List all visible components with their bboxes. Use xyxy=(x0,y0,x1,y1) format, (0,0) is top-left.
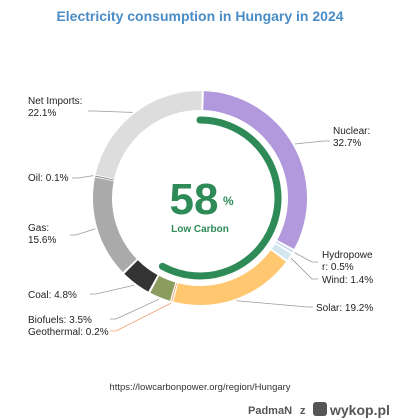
leader-net-imports xyxy=(88,110,133,113)
watermark: PadmaN z wykop.pl xyxy=(248,402,390,418)
label-gas: 15.6% xyxy=(28,235,56,246)
center-readout: 58 % Low Carbon xyxy=(170,175,234,235)
label-hydropower: Hydropowe xyxy=(322,250,373,261)
label-oil: Oil: 0.1% xyxy=(28,173,69,184)
slice-hydropower xyxy=(275,241,293,252)
slice-biofuels xyxy=(150,275,176,301)
low-carbon-unit: % xyxy=(223,194,234,208)
slice-coal xyxy=(124,260,158,292)
leader-biofuels xyxy=(110,298,160,320)
slice-geothermal xyxy=(171,282,178,302)
leader-wind xyxy=(290,257,318,280)
low-carbon-ring xyxy=(158,116,282,280)
low-carbon-value: 58 xyxy=(170,175,219,224)
label-hydropower: r: 0.5% xyxy=(322,262,354,273)
wykop-logo-icon xyxy=(313,402,327,416)
label-solar: Solar: 19.2% xyxy=(316,303,373,314)
label-net-imports: Net Imports: xyxy=(28,96,82,107)
slice-nuclear xyxy=(203,91,307,250)
watermark-user: PadmaN xyxy=(248,405,292,417)
leader-hydropower xyxy=(294,252,318,263)
donut-slices xyxy=(92,91,307,305)
watermark-separator: z xyxy=(300,405,306,417)
label-biofuels: Biofuels: 3.5% xyxy=(28,315,92,326)
slice-gas xyxy=(92,177,137,273)
low-carbon-arc xyxy=(158,116,282,280)
leader-coal xyxy=(90,284,135,295)
label-net-imports: 22.1% xyxy=(28,108,56,119)
slice-oil xyxy=(95,175,114,181)
source-url: https://lowcarbonpower.org/region/Hungar… xyxy=(109,382,290,393)
watermark-site: wykop.pl xyxy=(329,402,390,418)
leader-nuclear xyxy=(294,140,330,145)
chart-title: Electricity consumption in Hungary in 20… xyxy=(56,8,343,24)
slice-wind xyxy=(271,243,292,260)
leader-lines xyxy=(70,110,330,332)
label-geothermal: Geothermal: 0.2% xyxy=(28,327,109,338)
leader-solar xyxy=(236,300,313,308)
leader-geothermal xyxy=(110,302,172,332)
label-gas: Gas: xyxy=(28,223,49,234)
label-coal: Coal: 4.8% xyxy=(28,290,77,301)
slice-net-imports xyxy=(95,91,202,179)
slice-solar xyxy=(173,250,286,305)
label-wind: Wind: 1.4% xyxy=(322,275,373,286)
label-nuclear: Nuclear: xyxy=(333,126,370,137)
label-nuclear: 32.7% xyxy=(333,138,361,149)
leader-gas xyxy=(70,228,96,236)
low-carbon-label: Low Carbon xyxy=(171,224,229,235)
leader-oil xyxy=(72,175,94,179)
